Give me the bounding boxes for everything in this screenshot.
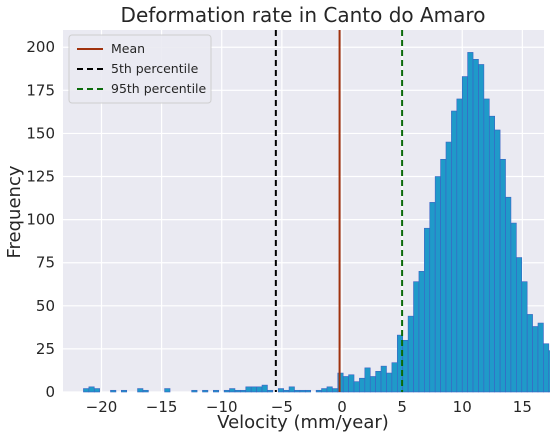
legend-label: 5th percentile: [111, 61, 199, 76]
histogram-bar: [483, 98, 490, 393]
histogram-bar: [424, 227, 431, 393]
histogram-bar: [488, 115, 495, 393]
histogram-bar: [451, 110, 458, 393]
x-axis-ticks: −20 −15 −10 −5 0 5 10 15: [86, 398, 532, 416]
histogram-bar: [121, 389, 128, 393]
histogram-bar: [348, 374, 355, 393]
histogram-bar: [521, 281, 528, 393]
histogram-bar: [321, 388, 328, 393]
histogram-bar: [223, 389, 230, 393]
histogram-bar: [234, 389, 241, 393]
histogram-bar: [137, 388, 144, 393]
histogram-bar: [526, 314, 533, 393]
x-axis-label: Velocity (mm/year): [217, 412, 389, 433]
histogram-bar: [369, 376, 376, 393]
histogram-bar: [83, 388, 90, 393]
histogram-bar: [445, 141, 452, 393]
y-tick-label: 100: [26, 211, 55, 229]
y-tick-label: 75: [36, 254, 55, 272]
histogram-bar: [548, 350, 550, 393]
histogram-bar: [478, 64, 485, 393]
histogram-bar: [402, 339, 409, 393]
y-tick-label: 175: [26, 81, 55, 99]
y-tick-label: 25: [36, 340, 55, 358]
histogram-bar: [283, 389, 290, 393]
histogram-bar: [537, 322, 544, 393]
histogram-bar: [299, 389, 306, 393]
histogram-bar: [380, 365, 387, 393]
histogram-bar: [543, 343, 550, 393]
histogram-bar: [434, 176, 441, 393]
histogram-bar: [240, 389, 247, 393]
histogram-bar: [516, 257, 523, 393]
y-tick-label: 50: [36, 297, 55, 315]
histogram-bar: [261, 384, 268, 393]
legend: Mean 5th percentile 95th percentile: [68, 34, 212, 104]
histogram-bar: [505, 196, 512, 393]
histogram-bar: [326, 386, 333, 393]
histogram-bar: [256, 386, 263, 393]
histogram-bar: [250, 386, 257, 393]
histogram-bar: [359, 377, 366, 393]
histogram-bar: [342, 376, 349, 393]
histogram-bar: [202, 389, 209, 393]
histogram-bar: [413, 281, 420, 393]
histogram-bar: [277, 388, 284, 393]
histogram-bars: [83, 52, 550, 393]
histogram-bar: [461, 76, 468, 393]
histogram-bar: [429, 202, 436, 393]
histogram-bar: [294, 389, 301, 393]
y-axis-label: Frequency: [4, 165, 25, 258]
histogram-bar: [418, 271, 425, 393]
histogram-bar: [110, 389, 117, 393]
x-tick-label: −20: [86, 398, 118, 416]
chart-title: Deformation rate in Canto do Amaro: [121, 3, 486, 27]
x-tick-label: 0: [337, 398, 347, 416]
histogram-bar: [315, 389, 322, 393]
histogram-bar: [499, 158, 506, 393]
y-axis-ticks: 0 25 50 75 100 125 150 175 200: [26, 38, 55, 401]
histogram-bar: [532, 326, 539, 393]
x-tick-label: −5: [271, 398, 293, 416]
histogram-bar: [510, 222, 517, 393]
histogram-bar: [494, 129, 501, 393]
histogram-bar: [440, 158, 447, 393]
histogram-bar: [213, 389, 220, 393]
histogram-bar: [364, 367, 371, 393]
histogram-bar: [142, 389, 149, 393]
x-tick-label: −15: [146, 398, 178, 416]
histogram-bar: [375, 371, 382, 393]
histogram-bar: [164, 388, 171, 393]
histogram-bar: [391, 362, 398, 393]
y-tick-label: 0: [45, 383, 55, 401]
y-tick-label: 125: [26, 168, 55, 186]
y-tick-label: 200: [26, 38, 55, 56]
histogram-bar: [191, 389, 198, 393]
histogram-bar: [407, 315, 414, 393]
y-tick-label: 150: [26, 124, 55, 142]
histogram-bar: [88, 386, 95, 393]
histogram-bar: [305, 389, 312, 393]
histogram-bar: [472, 59, 479, 393]
histogram-bar: [456, 98, 463, 393]
x-tick-label: −10: [206, 398, 238, 416]
histogram-bar: [467, 52, 474, 393]
legend-label: Mean: [111, 41, 145, 56]
histogram-bar: [229, 388, 236, 393]
histogram-bar: [386, 372, 393, 393]
histogram-bar: [245, 386, 252, 393]
x-tick-label: 5: [397, 398, 407, 416]
histogram-bar: [353, 381, 360, 393]
x-tick-label: 15: [513, 398, 532, 416]
reference-lines: [274, 30, 404, 392]
histogram-bar: [288, 386, 295, 393]
x-tick-label: 10: [453, 398, 472, 416]
legend-box: [68, 34, 212, 104]
legend-label: 95th percentile: [111, 81, 207, 96]
histogram-bar: [93, 388, 100, 393]
histogram-bar: [332, 388, 339, 393]
histogram-bar: [267, 389, 274, 393]
